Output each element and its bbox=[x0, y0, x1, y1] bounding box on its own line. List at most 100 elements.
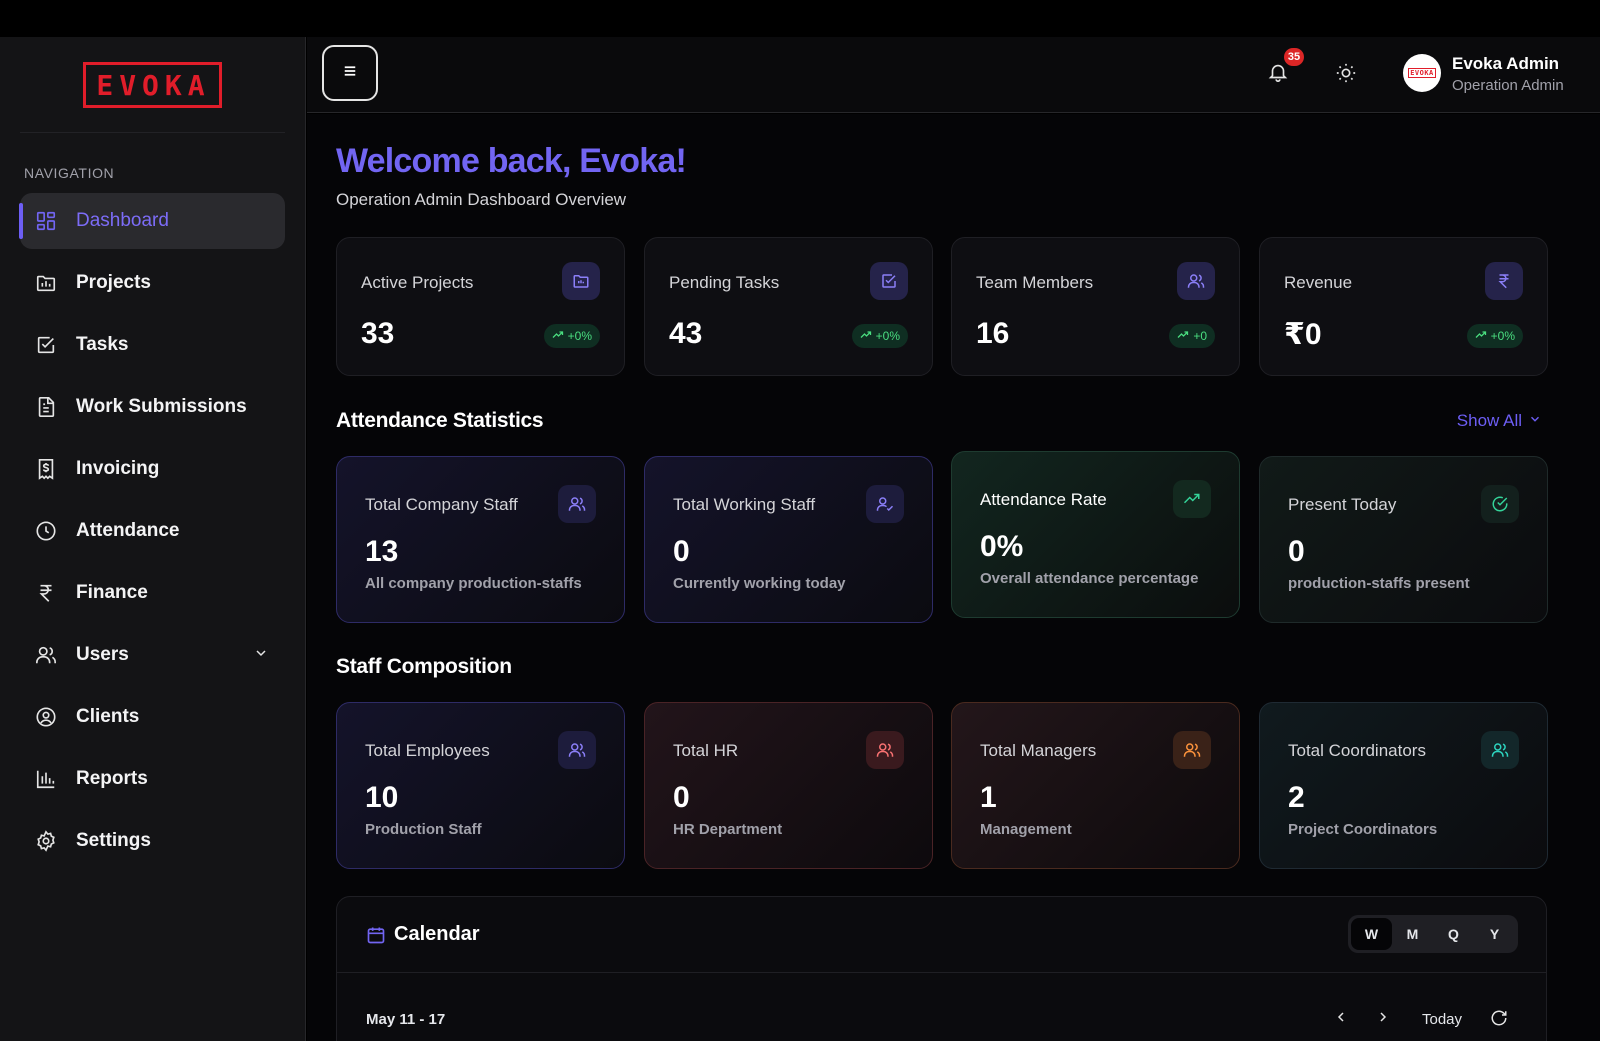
trend-badge: +0% bbox=[1466, 324, 1523, 348]
folder-icon bbox=[562, 262, 600, 300]
kpi-card-active-projects[interactable]: Active Projects 33 +0% bbox=[336, 237, 625, 376]
brand-logo[interactable]: EVOKA bbox=[83, 61, 222, 108]
sidebar-item-users[interactable]: Users bbox=[20, 627, 285, 683]
sidebar-item-finance[interactable]: Finance bbox=[20, 565, 285, 621]
calendar-panel: Calendar W M Q Y May 11 - 17 Today bbox=[336, 896, 1547, 1041]
calendar-view-switcher: W M Q Y bbox=[1348, 915, 1518, 953]
calendar-header: Calendar W M Q Y bbox=[337, 897, 1546, 973]
composition-value: 10 bbox=[365, 781, 399, 814]
trend-value: +0 bbox=[1193, 329, 1207, 343]
stat-title: Attendance Rate bbox=[980, 490, 1107, 509]
sidebar-item-label: Invoicing bbox=[76, 458, 160, 479]
kpi-card-team-members[interactable]: Team Members 16 +0 bbox=[951, 237, 1240, 376]
stat-subtitle: production-staffs present bbox=[1288, 575, 1470, 592]
users-icon bbox=[1173, 731, 1211, 769]
sidebar-item-attendance[interactable]: Attendance bbox=[20, 503, 285, 559]
stat-value: 0 bbox=[1288, 535, 1305, 568]
composition-title: Total HR bbox=[673, 741, 739, 760]
sidebar-item-invoicing[interactable]: Invoicing bbox=[20, 441, 285, 497]
page-subtitle: Operation Admin Dashboard Overview bbox=[336, 190, 627, 209]
stat-value: 0 bbox=[673, 535, 690, 568]
composition-title: Total Employees bbox=[365, 741, 490, 760]
sidebar-item-reports[interactable]: Reports bbox=[20, 751, 285, 807]
stat-title: Present Today bbox=[1288, 495, 1397, 514]
stat-subtitle: Overall attendance percentage bbox=[980, 570, 1199, 587]
document-icon bbox=[34, 395, 58, 419]
sun-icon[interactable] bbox=[1335, 62, 1357, 89]
kpi-title: Active Projects bbox=[361, 273, 474, 292]
section-title-attendance: Attendance Statistics bbox=[336, 409, 544, 432]
avatar[interactable]: EVOKA bbox=[1403, 54, 1441, 92]
stat-card-present-today[interactable]: Present Today 0 production-staffs presen… bbox=[1259, 456, 1548, 623]
sidebar-item-tasks[interactable]: Tasks bbox=[20, 317, 285, 373]
sidebar-item-label: Projects bbox=[76, 272, 151, 293]
trend-value: +0% bbox=[875, 329, 900, 343]
kpi-value: 43 bbox=[669, 317, 703, 350]
stat-subtitle: All company production-staffs bbox=[365, 575, 582, 592]
trend-value: +0% bbox=[567, 329, 592, 343]
show-all-button[interactable]: Show All bbox=[1457, 411, 1542, 431]
sidebar-item-settings[interactable]: Settings bbox=[20, 813, 285, 869]
sidebar-item-work-submissions[interactable]: Work Submissions bbox=[20, 379, 285, 435]
clock-icon bbox=[34, 519, 58, 543]
user-role: Operation Admin bbox=[1452, 77, 1564, 94]
composition-card-managers[interactable]: Total Managers 1 Management bbox=[951, 702, 1240, 869]
show-all-label: Show All bbox=[1456, 411, 1522, 430]
trending-up-icon bbox=[1173, 480, 1211, 518]
composition-title: Total Coordinators bbox=[1288, 741, 1426, 760]
sidebar-item-label: Clients bbox=[76, 706, 140, 727]
composition-subtitle: Project Coordinators bbox=[1288, 821, 1438, 838]
sidebar-item-label: Settings bbox=[76, 830, 151, 851]
composition-subtitle: HR Department bbox=[673, 821, 783, 838]
refresh-icon[interactable] bbox=[1490, 1009, 1508, 1032]
today-button[interactable]: Today bbox=[1422, 1011, 1463, 1028]
calendar-date-range: May 11 - 17 bbox=[366, 1011, 446, 1028]
users-icon bbox=[558, 731, 596, 769]
user-name: Evoka Admin bbox=[1452, 54, 1560, 73]
composition-subtitle: Production Staff bbox=[365, 821, 482, 838]
stat-card-total-company-staff[interactable]: Total Company Staff 13 All company produ… bbox=[336, 456, 625, 623]
check-circle-icon bbox=[1481, 485, 1519, 523]
composition-title: Total Managers bbox=[980, 741, 1097, 760]
user-check-icon bbox=[866, 485, 904, 523]
composition-card-employees[interactable]: Total Employees 10 Production Staff bbox=[336, 702, 625, 869]
composition-card-hr[interactable]: Total HR 0 HR Department bbox=[644, 702, 933, 869]
view-quarter-button[interactable]: Q bbox=[1448, 926, 1459, 942]
view-year-button[interactable]: Y bbox=[1489, 926, 1500, 942]
trending-up-icon bbox=[552, 329, 564, 344]
trend-badge: +0% bbox=[543, 324, 600, 348]
check-square-icon bbox=[34, 333, 58, 357]
kpi-value: 16 bbox=[976, 317, 1010, 350]
users-icon bbox=[558, 485, 596, 523]
hamburger-icon bbox=[341, 62, 359, 85]
stat-card-attendance-rate[interactable]: Attendance Rate 0% Overall attendance pe… bbox=[951, 451, 1240, 618]
kpi-card-pending-tasks[interactable]: Pending Tasks 43 +0% bbox=[644, 237, 933, 376]
composition-value: 0 bbox=[673, 781, 690, 814]
sidebar-item-projects[interactable]: Projects bbox=[20, 255, 285, 311]
chevron-left-icon[interactable] bbox=[1333, 1009, 1349, 1030]
kpi-title: Pending Tasks bbox=[669, 273, 780, 292]
composition-subtitle: Management bbox=[980, 821, 1072, 838]
composition-value: 1 bbox=[980, 781, 997, 814]
sidebar-item-label: Attendance bbox=[76, 520, 180, 541]
nav-heading: NAVIGATION bbox=[24, 165, 115, 181]
chevron-down-icon[interactable] bbox=[253, 645, 269, 666]
section-title-composition: Staff Composition bbox=[336, 655, 512, 678]
sidebar-item-clients[interactable]: Clients bbox=[20, 689, 285, 745]
menu-toggle-button[interactable] bbox=[322, 45, 378, 101]
top-black-strip bbox=[0, 0, 1600, 37]
bell-icon[interactable] bbox=[1267, 61, 1289, 88]
kpi-card-revenue[interactable]: Revenue ₹0 +0% bbox=[1259, 237, 1548, 376]
composition-value: 2 bbox=[1288, 781, 1305, 814]
composition-card-coordinators[interactable]: Total Coordinators 2 Project Coordinator… bbox=[1259, 702, 1548, 869]
trending-up-icon bbox=[860, 329, 872, 344]
top-header: 35 EVOKA Evoka Admin Operation Admin bbox=[307, 37, 1600, 113]
view-month-button[interactable]: M bbox=[1406, 926, 1419, 942]
page-title: Welcome back, Evoka! bbox=[336, 142, 687, 180]
calendar-title: Calendar bbox=[394, 923, 480, 945]
sidebar-item-dashboard[interactable]: Dashboard bbox=[19, 193, 285, 249]
view-week-button[interactable]: W bbox=[1351, 918, 1392, 950]
stat-card-total-working-staff[interactable]: Total Working Staff 0 Currently working … bbox=[644, 456, 933, 623]
dashboard-icon bbox=[34, 209, 58, 233]
chevron-right-icon[interactable] bbox=[1375, 1009, 1391, 1030]
